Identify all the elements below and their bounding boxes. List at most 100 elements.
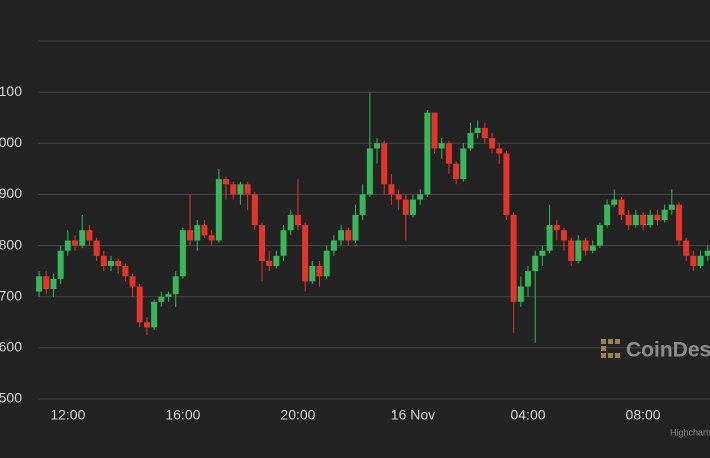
candle-body (604, 204, 611, 226)
candle-body (287, 214, 294, 231)
candle-body (489, 138, 496, 149)
candle-body (115, 260, 122, 267)
candle-body (129, 276, 136, 287)
candle-body (697, 255, 704, 267)
candle-body (72, 240, 79, 246)
candle-body (187, 230, 194, 241)
candle-body (43, 276, 50, 290)
candle-body (525, 271, 532, 287)
candle-body (381, 143, 388, 185)
candle-body (453, 163, 460, 180)
candle-body (237, 184, 244, 195)
candle-body (460, 148, 467, 180)
candle-body (503, 153, 510, 215)
y-tick-label: 16,600 (0, 339, 22, 355)
candle-body (481, 127, 488, 139)
candle-body (266, 260, 273, 267)
candle-body (546, 225, 553, 251)
candle-body (50, 278, 57, 290)
x-tick-label: 04:00 (510, 407, 545, 423)
credits: Highcharts.com (670, 427, 710, 437)
candle-body (431, 112, 438, 149)
candle-body (302, 225, 309, 282)
candle-body (36, 276, 43, 292)
candle-body (582, 240, 589, 251)
candle-body (143, 322, 150, 328)
candle-body (409, 199, 416, 215)
candle-body (539, 250, 546, 256)
candle-body (352, 214, 359, 241)
candle-body (553, 225, 560, 231)
candle-body (158, 296, 165, 302)
candle-body (438, 143, 445, 149)
candle-body (165, 294, 172, 297)
x-tick-label: 16 Nov (391, 407, 435, 423)
candle-body (374, 143, 381, 149)
candle-body (474, 127, 481, 134)
candle-body (632, 214, 639, 226)
y-tick-label: 16,800 (0, 236, 22, 252)
logo-dot (608, 339, 613, 344)
candle-body (359, 194, 366, 215)
candle-body (640, 214, 647, 226)
candle-body (179, 230, 186, 277)
candle-body (273, 255, 280, 267)
candle-body (215, 179, 222, 241)
y-tick-label: 16,500 (0, 390, 22, 406)
logo-dot (608, 353, 613, 358)
candle-body (64, 240, 71, 251)
y-tick-label: 16,900 (0, 185, 22, 201)
candle-body (136, 286, 143, 323)
x-tick-label: 08:00 (626, 407, 661, 423)
x-tick-label: 12:00 (50, 407, 85, 423)
candle-body (683, 240, 690, 256)
candle-body (194, 225, 201, 241)
candle-body (676, 204, 683, 241)
x-tick-label: 16:00 (165, 407, 200, 423)
candle-body (107, 260, 114, 267)
candle-body (388, 184, 395, 195)
candle-body (280, 230, 287, 256)
candle-body (395, 194, 402, 200)
candle-body (86, 230, 93, 241)
candle-body (647, 214, 654, 226)
candle-body (704, 250, 710, 256)
candle-body (560, 230, 567, 241)
candle-body (589, 245, 596, 251)
candle-body (223, 179, 230, 185)
candle-body (151, 301, 158, 328)
y-tick-label: 16,700 (0, 287, 22, 303)
candle-body (230, 184, 237, 195)
candle-body (654, 214, 661, 220)
candle-body (661, 209, 668, 220)
candle-body (294, 214, 301, 226)
candle-body (345, 230, 352, 241)
candle-body (625, 214, 632, 226)
candle-body (417, 194, 424, 200)
candle-body (445, 143, 452, 164)
y-tick-label: 17,100 (0, 83, 22, 99)
candle-body (424, 112, 431, 195)
candle-body (79, 230, 86, 246)
candle-body (618, 199, 625, 215)
candle-body (309, 266, 316, 282)
candle-body (338, 230, 345, 241)
candle-body (93, 240, 100, 256)
candle-body (258, 225, 265, 261)
candle-body (316, 266, 323, 277)
logo-dot (615, 353, 620, 358)
candle-body (330, 240, 337, 251)
watermark-group: CoinDesk (601, 339, 710, 362)
y-tick-label: 17,000 (0, 134, 22, 150)
logo-dot (601, 339, 606, 344)
candle-body (532, 255, 539, 272)
candle-body (172, 276, 179, 295)
candle-body (568, 240, 575, 261)
candle-body (611, 199, 618, 205)
candle-body (668, 204, 675, 210)
candle-body (57, 250, 64, 279)
watermark: CoinDesk (626, 339, 710, 362)
candle-body (690, 255, 697, 267)
candle-body (467, 133, 474, 149)
